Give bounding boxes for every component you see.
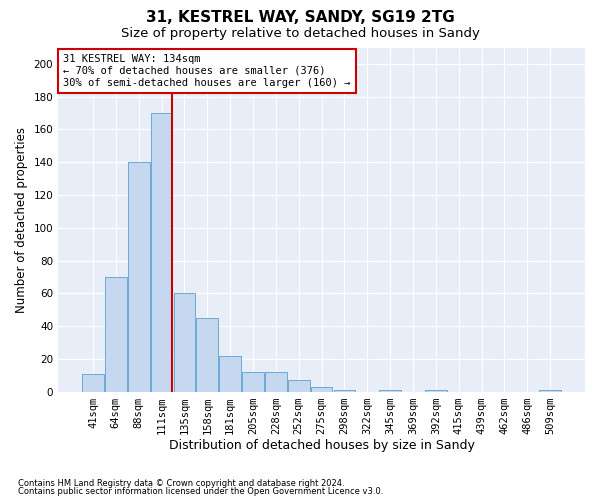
Bar [425, 390, 447, 392]
Bar [105, 277, 127, 392]
Text: 31 KESTREL WAY: 134sqm
← 70% of detached houses are smaller (376)
30% of semi-de: 31 KESTREL WAY: 134sqm ← 70% of detached… [64, 54, 351, 88]
Bar [82, 374, 104, 392]
Text: 31, KESTREL WAY, SANDY, SG19 2TG: 31, KESTREL WAY, SANDY, SG19 2TG [146, 10, 454, 25]
Bar [539, 390, 561, 392]
Text: Contains public sector information licensed under the Open Government Licence v3: Contains public sector information licen… [18, 487, 383, 496]
Bar [265, 372, 287, 392]
Bar [311, 386, 332, 392]
Bar [242, 372, 264, 392]
Bar [173, 294, 195, 392]
Bar [151, 113, 172, 392]
Text: Contains HM Land Registry data © Crown copyright and database right 2024.: Contains HM Land Registry data © Crown c… [18, 478, 344, 488]
Bar [334, 390, 355, 392]
Bar [196, 318, 218, 392]
Bar [128, 162, 149, 392]
Bar [219, 356, 241, 392]
Y-axis label: Number of detached properties: Number of detached properties [15, 126, 28, 312]
Text: Size of property relative to detached houses in Sandy: Size of property relative to detached ho… [121, 28, 479, 40]
Bar [379, 390, 401, 392]
X-axis label: Distribution of detached houses by size in Sandy: Distribution of detached houses by size … [169, 440, 475, 452]
Bar [288, 380, 310, 392]
